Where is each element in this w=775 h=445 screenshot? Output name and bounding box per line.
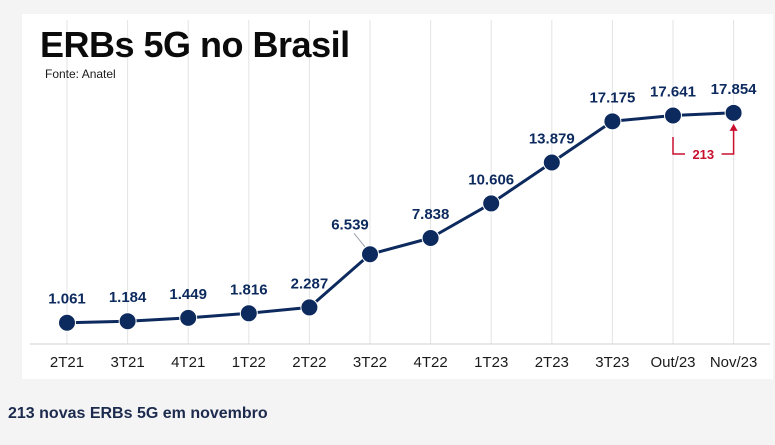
data-label: 2.287 [291,275,329,292]
data-point [239,304,258,323]
data-label: 17.175 [589,89,635,106]
data-point [300,298,319,317]
data-point [421,229,440,248]
x-tick-label: 3T21 [110,354,144,371]
data-point [482,194,501,213]
data-label: 1.816 [230,281,268,298]
data-label: 6.539 [331,216,369,233]
data-label: 1.184 [109,289,147,306]
x-tick-label: 1T22 [232,354,266,371]
x-tick-label: 3T22 [353,354,387,371]
label-leader-line [353,232,368,250]
annotation-label: 213 [692,147,714,162]
annotation-bracket-left [672,137,685,155]
data-point [361,245,379,264]
x-tick-label: 1T23 [474,354,508,371]
data-label: 10.606 [468,171,514,188]
x-tick-label: 4T22 [413,354,447,371]
line-chart: 1.061 1.184 1.449 1.816 2.287 6.539 7.838 10.60… [30,20,770,371]
x-tick-label: 3T23 [595,354,629,371]
series-line [66,111,734,325]
data-point [724,103,743,122]
data-point [542,153,561,172]
chart-card [22,14,773,379]
x-tick-label: 2T22 [292,354,326,371]
x-tick-label: Out/23 [650,354,695,371]
x-tick-label: Nov/23 [710,354,758,371]
data-label: 1.061 [48,291,86,308]
data-label: 7.838 [412,206,450,223]
data-point [58,313,76,332]
data-point [179,308,198,327]
chart-source: Fonte: Anatel [45,67,116,81]
chart-caption: 213 novas ERBs 5G em novembro [8,405,268,422]
data-point [603,112,622,131]
x-tick-label: 4T21 [171,354,205,371]
x-tick-label: 2T21 [50,354,84,371]
data-label: 17.641 [650,83,696,100]
annotation-arrowhead [729,123,738,131]
chart-title: ERBs 5G no Brasil [40,24,350,65]
data-label: 1.449 [169,286,207,303]
data-point [118,312,137,331]
data-label: 17.854 [711,81,758,98]
data-label: 13.879 [529,131,575,148]
x-tick-label: 2T23 [535,354,569,371]
annotation-bracket-right [721,124,735,155]
data-point [664,106,682,125]
